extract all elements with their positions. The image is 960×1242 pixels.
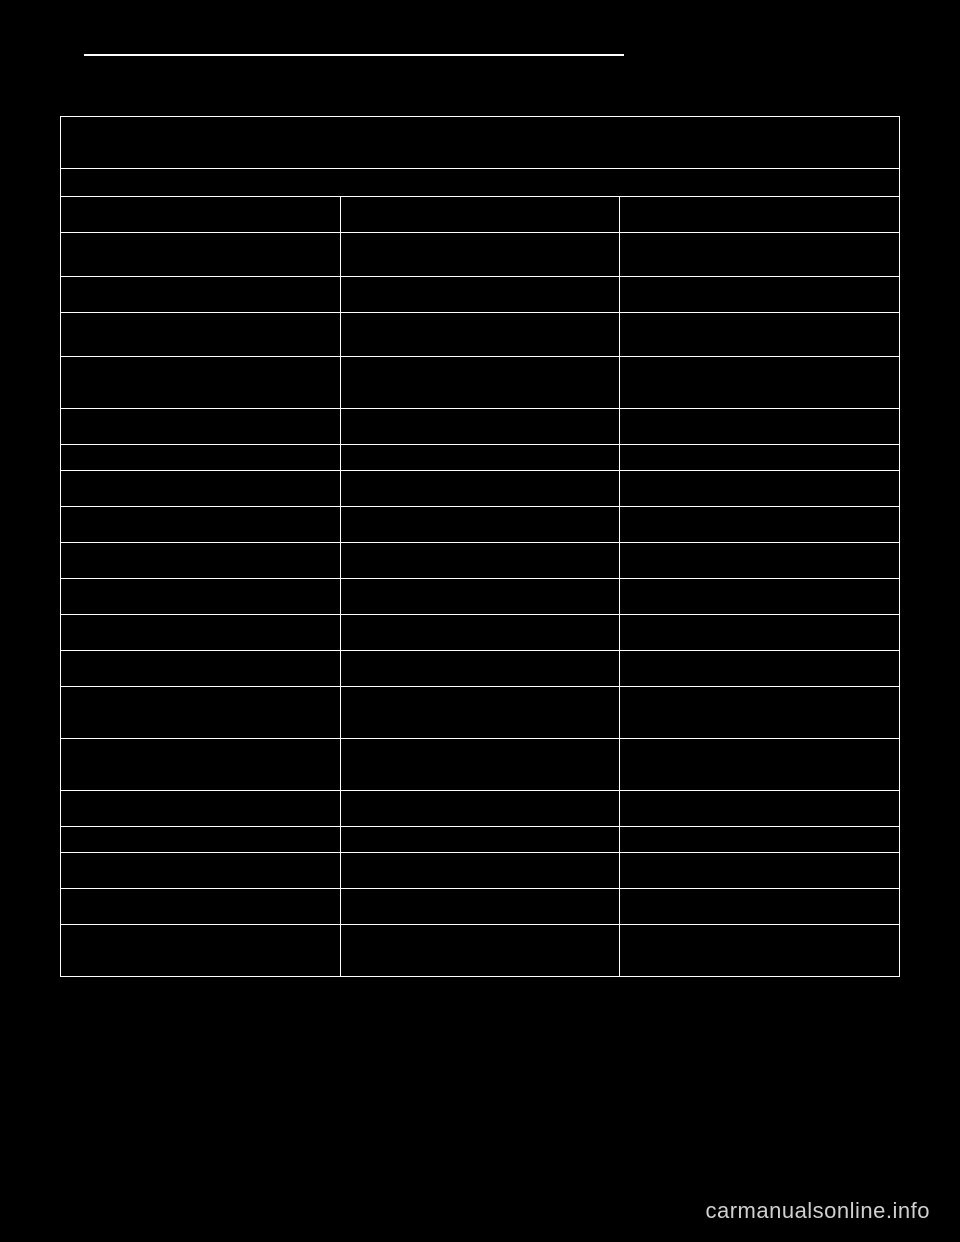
table-subheader-row: [61, 169, 900, 197]
cell-desc: [620, 313, 900, 357]
cell-rating: [340, 409, 620, 445]
table-row: [61, 197, 900, 233]
cell-num: [61, 687, 341, 739]
page: carmanualsonline.info: [0, 0, 960, 1242]
cell-num: [61, 739, 341, 791]
cell-desc: [620, 791, 900, 827]
cell-desc: [620, 507, 900, 543]
table-row: [61, 471, 900, 507]
fuse-table: [60, 116, 900, 977]
table-row: [61, 543, 900, 579]
cell-num: [61, 445, 341, 471]
cell-rating: [340, 471, 620, 507]
table-row: [61, 791, 900, 827]
cell-num: [61, 543, 341, 579]
cell-desc: [620, 739, 900, 791]
cell-desc: [620, 357, 900, 409]
table-row: [61, 853, 900, 889]
header-rule: [84, 54, 624, 56]
cell-desc: [620, 827, 900, 853]
cell-num: [61, 471, 341, 507]
cell-desc: [620, 615, 900, 651]
cell-rating: [340, 313, 620, 357]
table-row: [61, 827, 900, 853]
cell-num: [61, 197, 341, 233]
table-row: [61, 233, 900, 277]
table-row: [61, 925, 900, 977]
cell-num: [61, 357, 341, 409]
header-area: [60, 48, 900, 108]
cell-desc: [620, 543, 900, 579]
table-row: [61, 651, 900, 687]
table-row: [61, 507, 900, 543]
cell-rating: [340, 579, 620, 615]
cell-num: [61, 579, 341, 615]
cell-num: [61, 409, 341, 445]
table-row: [61, 445, 900, 471]
cell-rating: [340, 277, 620, 313]
cell-rating: [340, 543, 620, 579]
cell-rating: [340, 853, 620, 889]
cell-desc: [620, 853, 900, 889]
cell-rating: [340, 507, 620, 543]
cell-desc: [620, 277, 900, 313]
cell-desc: [620, 651, 900, 687]
table-title-row: [61, 117, 900, 169]
cell-rating: [340, 925, 620, 977]
cell-rating: [340, 651, 620, 687]
cell-rating: [340, 739, 620, 791]
cell-num: [61, 651, 341, 687]
cell-rating: [340, 445, 620, 471]
cell-desc: [620, 687, 900, 739]
cell-num: [61, 507, 341, 543]
cell-num: [61, 925, 341, 977]
cell-desc: [620, 925, 900, 977]
cell-num: [61, 615, 341, 651]
cell-num: [61, 277, 341, 313]
cell-num: [61, 233, 341, 277]
table-row: [61, 357, 900, 409]
table-row: [61, 579, 900, 615]
cell-rating: [340, 827, 620, 853]
cell-desc: [620, 445, 900, 471]
table-row: [61, 739, 900, 791]
table-subheader: [61, 169, 900, 197]
table-row: [61, 313, 900, 357]
cell-num: [61, 791, 341, 827]
cell-rating: [340, 357, 620, 409]
cell-desc: [620, 233, 900, 277]
table-title: [61, 117, 900, 169]
footer-watermark: carmanualsonline.info: [705, 1198, 930, 1224]
table-wrap: [60, 116, 900, 977]
cell-rating: [340, 197, 620, 233]
table-row: [61, 615, 900, 651]
cell-num: [61, 313, 341, 357]
cell-rating: [340, 233, 620, 277]
cell-rating: [340, 791, 620, 827]
table-row: [61, 889, 900, 925]
cell-desc: [620, 889, 900, 925]
cell-desc: [620, 409, 900, 445]
cell-num: [61, 853, 341, 889]
table-row: [61, 409, 900, 445]
cell-rating: [340, 889, 620, 925]
cell-rating: [340, 615, 620, 651]
cell-desc: [620, 197, 900, 233]
table-row: [61, 277, 900, 313]
cell-rating: [340, 687, 620, 739]
cell-num: [61, 827, 341, 853]
table-row: [61, 687, 900, 739]
cell-desc: [620, 471, 900, 507]
cell-num: [61, 889, 341, 925]
cell-desc: [620, 579, 900, 615]
